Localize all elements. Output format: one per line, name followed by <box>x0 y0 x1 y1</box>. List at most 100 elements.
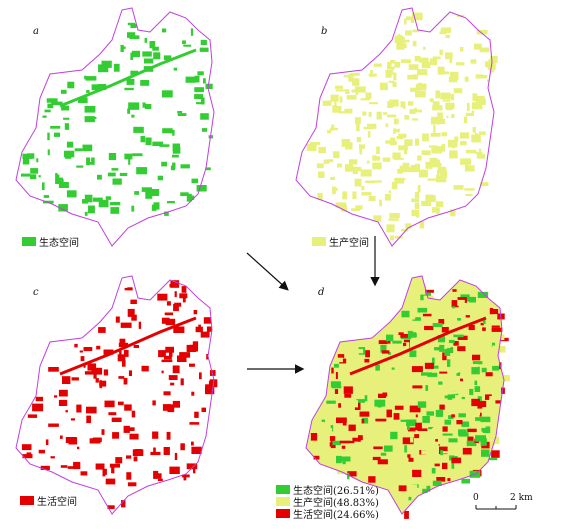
legend-a: 生态空间 <box>22 234 79 249</box>
land-patch-b <box>341 205 347 212</box>
land-patch-c <box>164 355 172 360</box>
land-patch-c <box>186 463 198 470</box>
land-patch-c <box>162 404 172 411</box>
land-patch-d <box>342 398 351 404</box>
land-patch-d <box>452 289 457 292</box>
land-patch-a <box>112 178 122 185</box>
land-patch-b <box>367 160 370 164</box>
land-patch-c <box>199 372 202 380</box>
land-patch-b <box>332 186 336 195</box>
land-patch-b <box>323 159 330 164</box>
land-patch-c <box>101 429 105 435</box>
district-boundary-d <box>305 275 505 515</box>
land-patch-d <box>461 478 470 484</box>
land-patch-b <box>361 186 365 191</box>
land-patch-a <box>144 58 154 64</box>
land-patch-b <box>408 64 419 70</box>
land-patch-a <box>190 28 194 36</box>
land-patch-a <box>203 78 206 84</box>
land-patch-b <box>446 115 449 118</box>
land-patch-c <box>115 457 123 464</box>
land-patch-d <box>339 377 347 383</box>
land-patch-d <box>442 433 453 436</box>
land-patch-d <box>386 334 394 342</box>
land-patch-a <box>131 114 135 118</box>
land-patch-b <box>463 116 468 124</box>
land-patch-d <box>378 340 388 345</box>
scale-value: 2 km <box>510 493 533 503</box>
land-patch-d <box>451 462 455 469</box>
land-patch-d <box>467 428 477 433</box>
land-patch-d <box>356 399 365 403</box>
land-patch-d <box>489 457 498 461</box>
land-patch-d <box>423 295 434 303</box>
land-patch-c <box>200 331 210 338</box>
land-patch-a <box>120 46 126 49</box>
land-patch-c <box>153 470 159 479</box>
land-patch-a <box>177 111 183 114</box>
land-patch-d <box>485 372 493 377</box>
land-patch-d <box>417 454 426 461</box>
land-patch-a <box>127 108 130 114</box>
land-patch-c <box>124 404 132 411</box>
land-patch-d <box>425 314 431 320</box>
land-patch-b <box>480 182 489 186</box>
land-patch-d <box>498 334 505 341</box>
land-patch-a <box>205 167 211 171</box>
land-patch-c <box>127 482 137 487</box>
land-patch-b <box>368 102 378 105</box>
land-patch-d <box>404 445 407 453</box>
land-patch-d <box>447 394 453 400</box>
land-patch-b <box>391 66 395 71</box>
land-patch-b <box>402 162 410 169</box>
land-patch-d <box>471 398 480 407</box>
legend-d-production-label: 生产空间(48.83%) <box>293 498 379 509</box>
land-patch-b <box>407 101 414 106</box>
land-patch-b <box>330 94 339 102</box>
land-patch-c <box>182 296 186 303</box>
land-patch-b <box>399 178 406 181</box>
land-patch-c <box>193 310 198 315</box>
land-patch-d <box>373 443 383 447</box>
land-patch-c <box>118 376 125 379</box>
legend-c-swatch <box>20 496 34 505</box>
land-patch-b <box>429 58 437 66</box>
land-patch-d <box>424 336 434 342</box>
land-patch-c <box>132 449 144 456</box>
land-patch-b <box>425 161 433 169</box>
land-patch-c <box>77 446 80 450</box>
land-patch-b <box>330 176 335 181</box>
land-patch-d <box>421 376 427 380</box>
land-patch-d <box>481 341 485 347</box>
land-patch-d <box>498 346 506 353</box>
land-patch-c <box>131 314 137 321</box>
land-patch-d <box>482 317 486 325</box>
land-patch-a <box>55 177 63 184</box>
land-patch-b <box>372 162 382 170</box>
land-patch-b <box>425 195 436 202</box>
land-patch-a <box>36 158 39 163</box>
legend-c-label: 生活空间 <box>37 497 77 508</box>
land-patch-d <box>439 446 448 455</box>
land-patch-a <box>142 102 146 108</box>
land-patch-a <box>84 211 88 216</box>
land-patch-b <box>465 194 473 196</box>
land-patch-a <box>133 126 144 133</box>
land-patch-c <box>76 404 82 413</box>
land-patch-c <box>70 418 75 421</box>
land-patch-d <box>360 440 366 443</box>
map-b-production <box>295 7 498 247</box>
land-patch-d <box>310 446 315 453</box>
land-patch-d <box>485 426 491 434</box>
land-patch-a <box>58 182 69 188</box>
land-patch-b <box>341 139 350 147</box>
land-patch-a <box>132 153 143 157</box>
land-patch-d <box>415 422 422 431</box>
land-patch-b <box>430 132 441 137</box>
land-patch-d <box>440 451 450 454</box>
land-patch-d <box>432 323 443 327</box>
land-patch-d <box>336 455 342 464</box>
land-patch-c <box>158 350 166 358</box>
land-patch-d <box>336 417 347 423</box>
land-patch-d <box>358 435 363 442</box>
